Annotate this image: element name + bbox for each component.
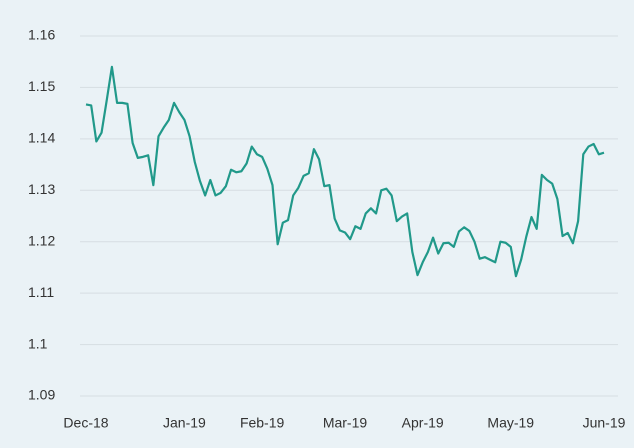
y-tick-label: 1.15 (28, 78, 55, 94)
x-tick-label: Jun-19 (583, 415, 626, 431)
y-tick-label: 1.13 (28, 181, 55, 197)
line-series (85, 65, 605, 278)
x-tick-label: Dec-18 (63, 415, 108, 431)
x-tick-label: Jan-19 (163, 415, 206, 431)
y-tick-label: 1.1 (28, 335, 48, 351)
y-tick-label: 1.09 (28, 387, 55, 403)
x-tick-label: May-19 (487, 415, 534, 431)
y-tick-label: 1.11 (28, 284, 54, 300)
x-tick-label: Apr-19 (402, 415, 444, 431)
y-tick-label: 1.16 (28, 27, 55, 43)
x-tick-label: Feb-19 (240, 415, 285, 431)
y-tick-label: 1.12 (28, 232, 55, 248)
y-tick-label: 1.14 (28, 130, 55, 146)
x-tick-label: Mar-19 (323, 415, 368, 431)
